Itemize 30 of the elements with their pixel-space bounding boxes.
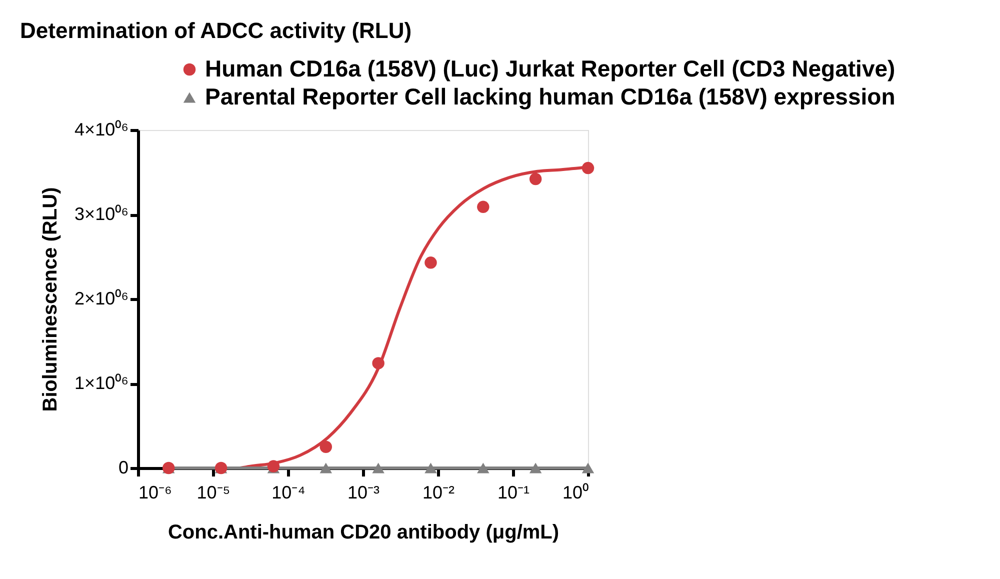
point bbox=[477, 200, 490, 214]
legend-label: Human CD16a (158V) (Luc) Jurkat Reporter Cell (CD3 Negative) bbox=[205, 56, 896, 82]
chart-title: Determination of ADCC activity (RLU) bbox=[20, 18, 412, 43]
point bbox=[582, 462, 594, 474]
x-tick-label: 10⁻⁴ bbox=[272, 482, 306, 502]
point bbox=[477, 462, 490, 474]
y-tick-label: 3×10⁰⁶ bbox=[74, 204, 128, 224]
x-tick-label: 10⁻² bbox=[422, 482, 455, 502]
x-tick-label: 10⁰ bbox=[562, 482, 588, 502]
x-tick-label: 10⁻⁵ bbox=[196, 482, 230, 502]
legend-label: Parental Reporter Cell lacking human CD16a (158V) expression bbox=[205, 84, 896, 110]
point bbox=[320, 462, 332, 474]
y-tick-label: 1×10⁰⁶ bbox=[74, 373, 128, 393]
point bbox=[372, 357, 384, 370]
x-axis-title: Conc.Anti-human CD20 antibody (μg/mL) bbox=[168, 522, 560, 544]
x-tick-label: 10⁻³ bbox=[347, 482, 380, 502]
point bbox=[320, 440, 332, 453]
point bbox=[267, 460, 280, 472]
y-axis-title: Bioluminescence (RLU) bbox=[40, 187, 62, 412]
point bbox=[529, 462, 542, 474]
point bbox=[372, 462, 384, 474]
x-tick-label: 10⁻¹ bbox=[497, 482, 530, 502]
y-tick-label: 4×10⁰⁶ bbox=[74, 120, 128, 140]
x-tick-label: 10⁻⁶ bbox=[138, 482, 172, 502]
point bbox=[582, 162, 594, 174]
y-tick-label: 2×10⁰⁶ bbox=[74, 288, 128, 308]
y-tick-label: 0 bbox=[118, 458, 128, 478]
point bbox=[424, 256, 437, 269]
point bbox=[424, 462, 437, 474]
point bbox=[529, 172, 542, 186]
